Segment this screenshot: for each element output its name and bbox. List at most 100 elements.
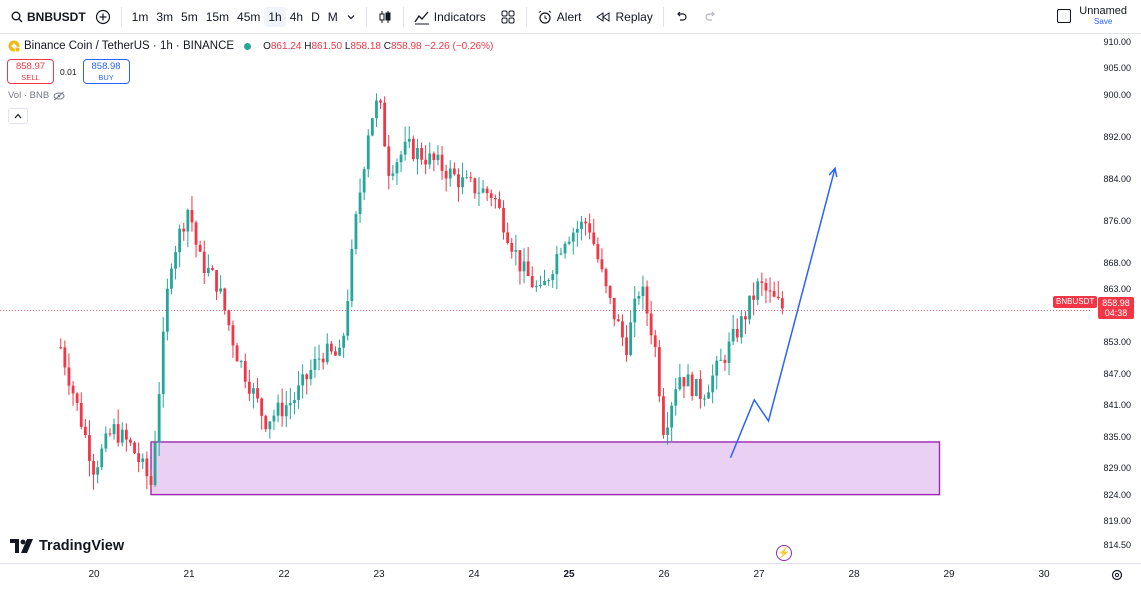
interval-15m[interactable]: 15m (205, 9, 230, 24)
gear-icon[interactable] (1111, 568, 1123, 581)
chevron-down-icon[interactable] (342, 9, 360, 25)
lightning-icon[interactable]: ⚡ (776, 545, 792, 561)
spread-value: 0.01 (60, 66, 77, 77)
candle-body (608, 286, 612, 298)
sell-button[interactable]: 858.97 SELL (7, 59, 54, 84)
buy-button[interactable]: 858.98 BUY (82, 59, 130, 84)
candle-body (428, 153, 432, 165)
alert-button[interactable]: Alert (533, 6, 586, 28)
price-scale-label: 853.00 (1103, 336, 1131, 347)
candle-body (760, 281, 764, 283)
ohlc-values: O861.24 H861.50 L858.18 C858.98 −2.26 (−… (263, 41, 493, 52)
indicators-label: Indicators (433, 9, 486, 24)
toolbar-divider (402, 6, 404, 27)
tradingview-logo-icon (10, 539, 34, 553)
candle-body (780, 298, 784, 309)
candle-body (383, 102, 387, 147)
eye-off-icon[interactable] (53, 91, 65, 101)
candle-body (633, 298, 637, 323)
time-axis-label: 29 (943, 569, 955, 580)
candle-body (641, 286, 645, 297)
candle-body (252, 388, 255, 394)
time-axis-label: 23 (373, 569, 385, 580)
candle-body (227, 310, 231, 326)
open-key: O (263, 40, 271, 52)
interval-5m[interactable]: 5m (181, 9, 198, 24)
open-value: 861.24 (270, 40, 302, 52)
candle-body (645, 286, 649, 314)
candle-body (666, 427, 669, 435)
candle-body (67, 367, 71, 386)
templates-grid-icon[interactable] (496, 6, 520, 28)
price-scale-label: 824.00 (1103, 489, 1131, 500)
candle-body (604, 269, 608, 287)
low-value: 858.18 (350, 40, 381, 52)
compare-add-icon[interactable] (91, 6, 115, 28)
candle-body (424, 159, 428, 165)
collapse-legend-button[interactable] (8, 108, 28, 124)
candle-body (473, 178, 477, 194)
candle-body (407, 138, 411, 142)
candle-body (481, 188, 485, 193)
save-label[interactable]: Save (1094, 17, 1113, 26)
candle-body (420, 148, 423, 160)
sell-label: SELL (21, 73, 40, 82)
layout-save-control[interactable]: Unnamed Save (1057, 6, 1127, 26)
symbol-search-button[interactable]: BNBUSDT (6, 7, 91, 27)
price-scale-label: 900.00 (1103, 89, 1131, 100)
candle-body (186, 209, 190, 232)
interval-m[interactable]: M (327, 9, 338, 24)
candle-body (198, 244, 202, 252)
candle-body (653, 335, 657, 348)
indicators-icon (414, 9, 430, 25)
price-scale-label: 863.00 (1103, 284, 1131, 295)
interval-1m[interactable]: 1m (131, 9, 149, 24)
candle-body (219, 288, 223, 292)
candle-body (211, 268, 214, 271)
layout-checkbox-icon[interactable] (1057, 9, 1072, 23)
candle-body (63, 347, 67, 368)
candle-body (256, 388, 259, 399)
interval-d[interactable]: D (311, 9, 320, 24)
replay-button[interactable]: Replay (591, 6, 656, 28)
time-axis-label: 26 (658, 569, 670, 580)
candle-body (559, 253, 563, 255)
redo-icon[interactable] (700, 7, 722, 27)
candle-body (403, 141, 407, 155)
candle-body (592, 232, 596, 245)
candle-body (350, 249, 354, 302)
interval-3m[interactable]: 3m (156, 9, 174, 24)
candle-body (137, 453, 141, 462)
candle-body (682, 377, 686, 387)
candle-body (551, 274, 555, 281)
candle-body (395, 162, 399, 174)
candle-body (112, 424, 116, 435)
candle-body (571, 232, 575, 242)
candle-body (772, 291, 776, 297)
interval-45m[interactable]: 45m (237, 9, 261, 24)
candle-body (719, 359, 723, 361)
candle-body (370, 118, 374, 136)
volume-legend: Vol · BNB (8, 90, 65, 101)
candle-body (243, 361, 247, 382)
candle-body (662, 396, 665, 435)
interval-1h[interactable]: 1h (264, 6, 286, 27)
candlestick-type-icon[interactable] (373, 6, 397, 28)
candle-body (649, 313, 653, 336)
candle-body (694, 379, 698, 397)
symbol-label: BNBUSDT (27, 9, 86, 24)
time-axis[interactable]: 20 21 22 23 24 25 26 27 28 29 30 (0, 563, 1141, 589)
candle-body (133, 442, 136, 454)
candle-body (518, 250, 522, 272)
interval-4h[interactable]: 4h (289, 9, 304, 24)
candle-body (588, 223, 592, 233)
price-scale[interactable]: 910.00 905.00 900.00 892.00 884.00 876.00 868.… (1092, 34, 1141, 561)
candle-body (129, 439, 132, 443)
candle-body (108, 433, 112, 435)
candle-body (465, 177, 469, 179)
indicators-button[interactable]: Indicators (410, 6, 490, 28)
candle-body (489, 193, 493, 199)
price-scale-label: 868.00 (1103, 258, 1131, 269)
undo-icon[interactable] (670, 7, 692, 27)
